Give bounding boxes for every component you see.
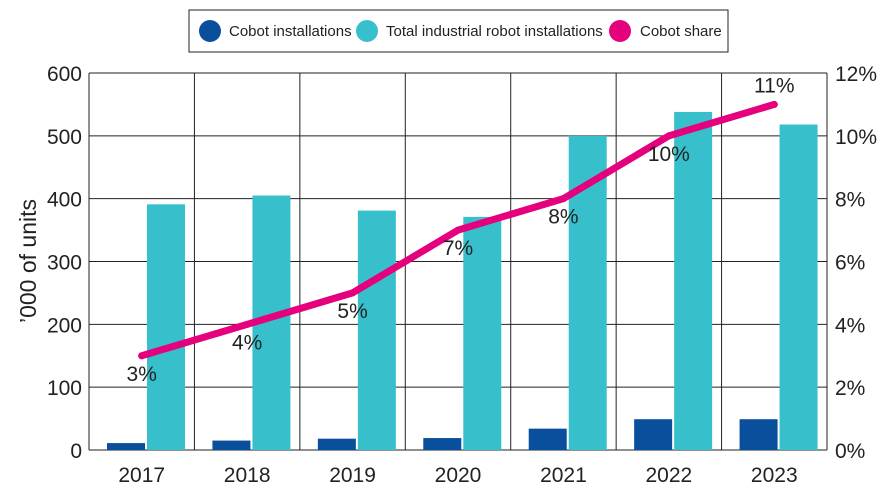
cobot-installations-bar xyxy=(212,440,251,450)
cobot-share-point xyxy=(559,195,567,203)
total-installations-bar xyxy=(674,111,713,450)
total-installations-bar xyxy=(357,210,396,450)
cobot-installations-bar xyxy=(634,419,673,450)
total-installations-bar xyxy=(147,204,185,450)
axes: 0 0% 100 2% 200 4% 300 6% 400 8% 500 10% 600 12% 2017 2… xyxy=(47,63,877,487)
legend-cobot-installations-swatch xyxy=(199,20,221,42)
y-tick-label: 500 xyxy=(47,126,82,149)
legend-total-installations-swatch xyxy=(356,20,378,42)
cobot-share-point xyxy=(770,100,778,108)
total-installations-bar xyxy=(779,124,818,451)
x-tick-label: 2022 xyxy=(645,464,692,487)
y-tick-label: 400 xyxy=(47,189,82,212)
y-tick-label: 100 xyxy=(47,377,82,400)
cobot-share-data-label: 11% xyxy=(754,74,794,97)
y2-tick-label: 0% xyxy=(835,440,865,463)
y-tick-label: 0 xyxy=(70,440,82,463)
y-tick-label: 200 xyxy=(47,314,82,337)
legend-cobot-share-label: Cobot share xyxy=(640,23,722,40)
x-tick-label: 2020 xyxy=(435,464,482,487)
cobot-installations-bar xyxy=(107,443,145,450)
legend-box xyxy=(188,9,729,53)
cobot-share-data-label: 4% xyxy=(232,331,262,354)
grid xyxy=(88,72,828,451)
cobot-share-point xyxy=(665,132,673,140)
y-axis-label: ’000 of units xyxy=(15,199,41,323)
y2-tick-label: 12% xyxy=(835,63,877,86)
cobot-share-point xyxy=(454,226,462,234)
y2-tick-label: 6% xyxy=(835,252,865,275)
cobot-share-point xyxy=(138,352,146,360)
legend: Cobot installations Total industrial robo… xyxy=(188,9,729,53)
cobot-share-data-label: 7% xyxy=(443,237,473,260)
y-tick-label: 300 xyxy=(47,252,82,275)
legend-cobot-share-swatch xyxy=(609,20,631,42)
y2-tick-label: 2% xyxy=(835,377,865,400)
cobot-share-point xyxy=(349,289,357,297)
cobot-share-data-label: 8% xyxy=(548,206,578,229)
cobot-installations-bar xyxy=(739,419,778,450)
x-tick-label: 2019 xyxy=(329,464,376,487)
cobot-share-data-label: 10% xyxy=(648,143,690,166)
legend-total-installations-label: Total industrial robot installations xyxy=(386,23,603,40)
cobot-installations-bar xyxy=(317,438,356,450)
cobot-share-line-group: 3% 4% 5% 7% 8% 10% 11% xyxy=(127,74,795,385)
legend-cobot-installations-label: Cobot installations xyxy=(229,23,352,40)
bars xyxy=(107,111,818,451)
cobot-installations-bar xyxy=(528,428,567,450)
cobot-share-data-label: 3% xyxy=(127,363,157,386)
cobot-installations-bar xyxy=(423,438,462,450)
y2-tick-label: 8% xyxy=(835,189,865,212)
y2-tick-label: 4% xyxy=(835,314,865,337)
x-tick-label: 2023 xyxy=(751,464,798,487)
cobot-share-point xyxy=(243,320,251,328)
y-tick-label: 600 xyxy=(47,63,82,86)
x-tick-label: 2018 xyxy=(224,464,271,487)
x-tick-label: 2021 xyxy=(540,464,587,487)
y2-tick-label: 10% xyxy=(835,126,877,149)
cobot-share-data-label: 5% xyxy=(337,300,367,323)
x-tick-label: 2017 xyxy=(118,464,165,487)
total-installations-bar xyxy=(463,216,502,450)
